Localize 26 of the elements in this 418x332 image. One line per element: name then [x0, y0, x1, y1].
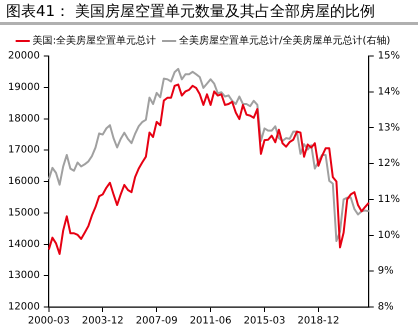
y2-tick-label: 11% — [378, 194, 400, 206]
y-tick-label: 15000 — [8, 207, 40, 218]
y-tick-label: 16000 — [8, 176, 40, 188]
y-tick-label: 17000 — [8, 144, 40, 156]
y2-tick-label: 13% — [378, 122, 400, 134]
y2-tick-label: 10% — [378, 230, 400, 241]
x-tick-label: 2015-03 — [244, 316, 286, 327]
y-tick-label: 13000 — [8, 270, 40, 282]
y2-tick-label: 9% — [378, 266, 394, 277]
y2-tick-label: 12% — [378, 158, 400, 170]
legend-label: 全美房屋空置单元总计/全美房屋单元总计(右轴) — [179, 34, 390, 47]
x-tick-label: 2007-09 — [136, 316, 178, 327]
y2-tick-label: 14% — [378, 86, 400, 98]
y-tick-label: 20000 — [8, 50, 40, 62]
x-tick-label: 2003-12 — [82, 316, 124, 327]
chart-title: 图表41： 美国房屋空置单元数量及其占全部房屋的比例 — [6, 2, 375, 21]
y-tick-label: 18000 — [8, 113, 40, 124]
y-tick-label: 12000 — [8, 302, 40, 313]
x-tick-label: 2000-03 — [28, 316, 70, 327]
x-tick-label: 2011-06 — [190, 316, 232, 327]
y-tick-label: 19000 — [8, 82, 40, 93]
x-tick-label: 2018-12 — [298, 316, 340, 327]
legend-label: 美国:全美房屋空置单元总计 — [32, 34, 156, 47]
y-tick-label: 14000 — [8, 238, 40, 250]
y2-tick-label: 8% — [378, 302, 394, 313]
y2-tick-label: 15% — [378, 50, 400, 62]
